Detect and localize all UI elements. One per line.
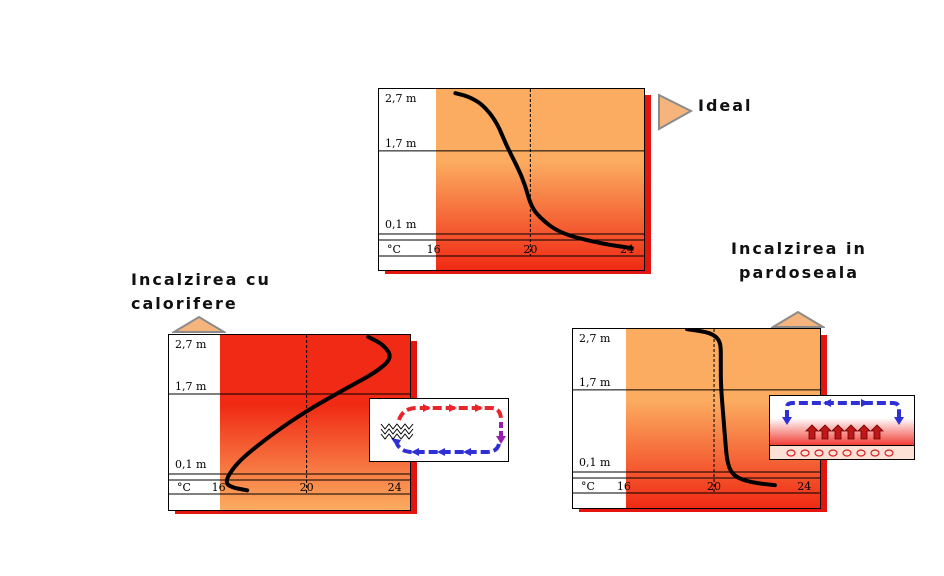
height-label: 2,7 m [579, 332, 611, 345]
ideal-pointer-arrow-icon [658, 93, 693, 131]
temperature-tick-label: 24 [797, 480, 811, 493]
radiators-label-line1: Incalzirea cu [131, 270, 271, 289]
temperature-tick-label: 20 [707, 480, 721, 493]
temperature-gradient-area [436, 89, 644, 270]
floor-heating-circulation-inset [769, 395, 915, 460]
floor-pointer-arrow-icon [771, 310, 825, 328]
height-label: 2,7 m [385, 92, 417, 105]
height-label: 0,1 m [385, 218, 417, 231]
temperature-tick-label: 16 [427, 243, 441, 256]
radiators-pointer-arrow-icon [172, 315, 226, 333]
temperature-profile-line [224, 334, 392, 493]
airflow-loop [785, 401, 901, 419]
radiators-chart: 2,7 m 1,7 m 0,1 m °C 16 20 24 [168, 334, 417, 514]
height-label: 1,7 m [175, 380, 207, 393]
height-label: 0,1 m [175, 458, 207, 471]
radiator-icon [380, 423, 414, 440]
height-label: 1,7 m [385, 137, 417, 150]
height-label: 2,7 m [175, 338, 207, 351]
temperature-tick-label: 20 [300, 481, 314, 494]
floor-pipes-icon [786, 449, 894, 457]
height-label: 0,1 m [579, 456, 611, 469]
unit-label: °C [387, 243, 401, 256]
floor-label-line1: Incalzirea in [731, 239, 867, 258]
temperature-tick-label: 16 [617, 480, 631, 493]
ideal-label: Ideal [698, 96, 753, 115]
ideal-chart: 2,7 m1,7 m0,1 m°C 16 20 24 [378, 88, 651, 274]
unit-label: °C [581, 480, 595, 493]
unit-label: °C [177, 481, 191, 494]
height-label: 1,7 m [579, 376, 611, 389]
radiators-label-line2: calorifere [131, 294, 238, 313]
temperature-profile-line [685, 328, 777, 488]
temperature-tick-label: 16 [212, 481, 226, 494]
rising-heat-arrows-icon [805, 424, 884, 440]
radiator-circulation-inset [369, 398, 509, 462]
cool-airflow-bottom [395, 442, 501, 454]
temperature-tick-label: 24 [388, 481, 402, 494]
temperature-profile-line [453, 91, 634, 251]
temperature-tick-label: 20 [523, 243, 537, 256]
floor-label-line2: pardoseala [739, 263, 860, 282]
